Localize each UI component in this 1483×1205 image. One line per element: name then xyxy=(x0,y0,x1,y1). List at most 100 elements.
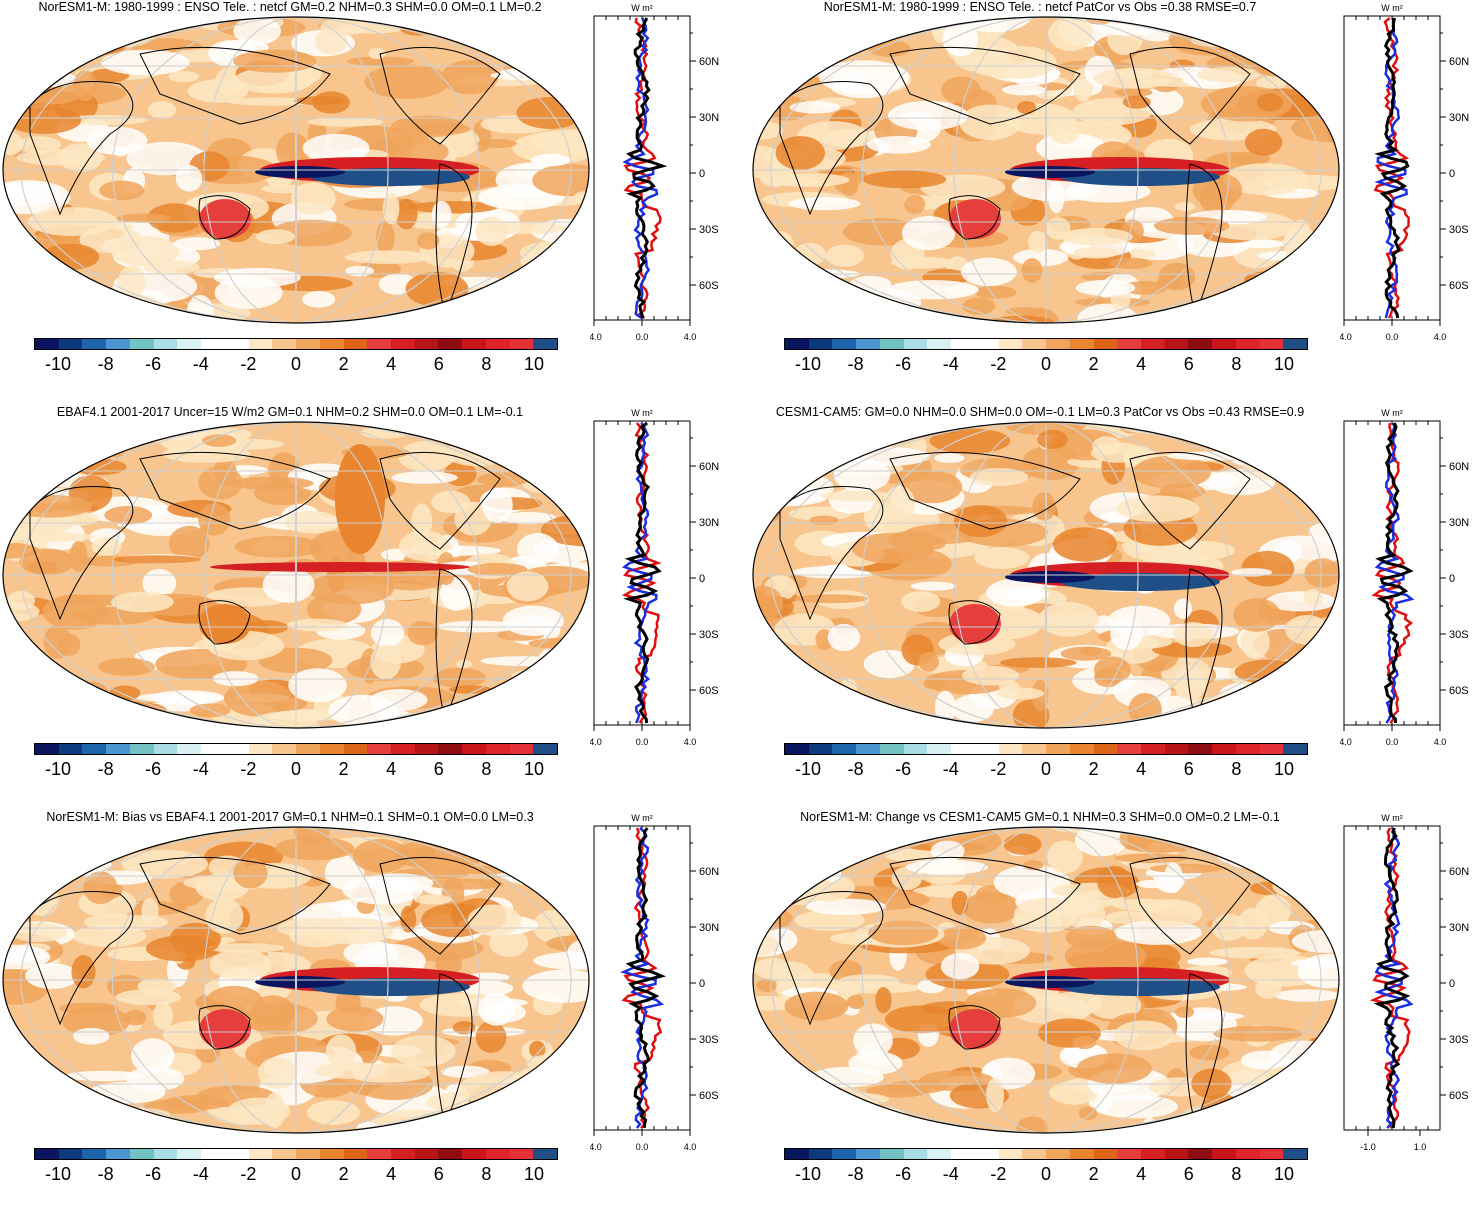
zonal-unit-label: W m² xyxy=(631,408,653,418)
zonal-lat-label: 60N xyxy=(1449,866,1469,878)
colorbar-tick-label: 2 xyxy=(338,759,349,779)
colorbar-tick-label: -8 xyxy=(847,1164,864,1184)
colorbar-tick-label: 0 xyxy=(290,759,302,779)
panel-title: NorESM1-M: Bias vs EBAF4.1 2001-2017 GM=… xyxy=(46,810,534,824)
colorbar-tick-label: 0 xyxy=(1040,354,1052,374)
colorbar-tick-label: -10 xyxy=(44,759,72,779)
zonal-lat-label: 30S xyxy=(699,224,719,236)
zonal-lat-label: 0 xyxy=(1449,978,1455,990)
zonal-lat-label: 30S xyxy=(1449,629,1469,641)
zonal-lat-label: 30S xyxy=(699,629,719,641)
zonal-x-tick-label: -1.0 xyxy=(1360,1142,1376,1152)
zonal-x-tick-label: 0.0 xyxy=(636,737,649,747)
colorbar-tick-label: -10 xyxy=(44,354,72,374)
zonal-x-tick-label: -4.0 xyxy=(1340,332,1352,342)
zonal-mean-line xyxy=(1374,17,1410,319)
zonal-unit-label: W m² xyxy=(1381,813,1403,823)
colorbar-tick-label: -2 xyxy=(990,1164,1007,1184)
zonal-x-tick-label: -4.0 xyxy=(1340,737,1352,747)
zonal-mean-line xyxy=(625,17,668,319)
colorbar-tick-label: 10 xyxy=(523,354,545,374)
world-map xyxy=(752,826,1340,1134)
colorbar-tick-label: 10 xyxy=(1273,759,1295,779)
colorbar-tick-label: -4 xyxy=(192,1164,209,1184)
colorbar-tick-label: 6 xyxy=(433,354,444,374)
colorbar-tick-label: 4 xyxy=(1136,354,1147,374)
zonal-x-tick-label: -4.0 xyxy=(590,1142,602,1152)
zonal-lat-label: 30N xyxy=(699,112,719,124)
world-map xyxy=(2,421,590,729)
colorbar-tick-label: -2 xyxy=(240,1164,257,1184)
colorbar-tick-label: 8 xyxy=(481,759,492,779)
zonal-mean-line xyxy=(625,827,667,1129)
colorbar-tick-label: -6 xyxy=(895,354,912,374)
colorbar xyxy=(784,338,1308,350)
colorbar-tick-label: 0 xyxy=(1040,1164,1052,1184)
world-map xyxy=(2,16,590,324)
colorbar-labels: -10 -8 -6 -4 -2 0 2 4 6 8 10 xyxy=(784,354,1308,376)
zonal-x-tick-label: 0.0 xyxy=(636,1142,649,1152)
zonal-lat-label: 60N xyxy=(699,461,719,473)
colorbar-tick-label: -2 xyxy=(240,759,257,779)
zonal-lat-label: 60N xyxy=(699,866,719,878)
colorbar-tick-label: -4 xyxy=(192,354,209,374)
zonal-lat-label: 60S xyxy=(1449,1090,1469,1102)
zonal-mean-line xyxy=(1374,17,1408,319)
zonal-mean-line xyxy=(621,422,662,724)
zonal-unit-label: W m² xyxy=(631,3,653,13)
colorbar-tick-label: 6 xyxy=(1183,1164,1194,1184)
colorbar-tick-label: -6 xyxy=(145,1164,162,1184)
colorbar-tick-label: 2 xyxy=(1088,759,1099,779)
zonal-x-tick-label: 0.0 xyxy=(1386,332,1399,342)
zonal-mean-plot: W m² 60N 30N 0 30S 60S -4.0 0.0 4.0 xyxy=(590,408,719,747)
panel-title: EBAF4.1 2001-2017 Uncer=15 W/m2 GM=0.1 N… xyxy=(56,405,524,419)
zonal-lat-label: 30S xyxy=(1449,1034,1469,1046)
panel-title: NorESM1-M: 1980-1999 : ENSO Tele. : netc… xyxy=(38,0,542,14)
colorbar-tick-label: 10 xyxy=(1273,354,1295,374)
colorbar-tick-label: -4 xyxy=(192,759,209,779)
panel-6: NorESM1-M: Change vs CESM1-CAM5 GM=0.1 N… xyxy=(750,810,1483,1205)
colorbar-tick-label: -10 xyxy=(794,354,822,374)
zonal-unit-label: W m² xyxy=(631,813,653,823)
colorbar-labels: -10 -8 -6 -4 -2 0 2 4 6 8 10 xyxy=(784,1164,1308,1186)
zonal-x-tick-label: 4.0 xyxy=(684,737,697,747)
colorbar-tick-label: 0 xyxy=(290,1164,302,1184)
zonal-lat-label: 0 xyxy=(1449,168,1455,180)
panel-1: NorESM1-M: 1980-1999 : ENSO Tele. : netc… xyxy=(0,0,740,395)
colorbar-tick-label: 2 xyxy=(1088,1164,1099,1184)
colorbar-tick-label: 8 xyxy=(1231,354,1242,374)
zonal-mean-line xyxy=(1373,827,1411,1129)
zonal-mean-line xyxy=(620,827,665,1129)
colorbar-tick-label: 0 xyxy=(290,354,302,374)
panel-title: CESM1-CAM5: GM=0.0 NHM=0.0 SHM=0.0 OM=-0… xyxy=(775,405,1305,419)
zonal-lat-label: 0 xyxy=(699,978,705,990)
world-map xyxy=(2,826,590,1134)
colorbar-tick-label: 6 xyxy=(1183,354,1194,374)
colorbar-tick-label: -8 xyxy=(847,354,864,374)
colorbar-tick-label: 2 xyxy=(1088,354,1099,374)
zonal-x-tick-label: 1.0 xyxy=(1414,1142,1427,1152)
colorbar xyxy=(34,338,558,350)
colorbar-labels: -10 -8 -6 -4 -2 0 2 4 6 8 10 xyxy=(34,1164,558,1186)
colorbar-tick-label: 4 xyxy=(1136,759,1147,779)
zonal-x-tick-label: 4.0 xyxy=(684,1142,697,1152)
colorbar-tick-label: 4 xyxy=(386,354,397,374)
colorbar-tick-label: -4 xyxy=(942,354,959,374)
zonal-x-tick-label: -4.0 xyxy=(590,737,602,747)
colorbar-tick-label: -4 xyxy=(942,759,959,779)
colorbar-tick-label: -6 xyxy=(145,759,162,779)
zonal-mean-plot: W m² 60N 30N 0 30S 60S -4.0 0.0 4.0 xyxy=(590,813,719,1152)
panel-5: NorESM1-M: Bias vs EBAF4.1 2001-2017 GM=… xyxy=(0,810,740,1205)
colorbar-tick-label: 4 xyxy=(1136,1164,1147,1184)
colorbar-tick-label: -8 xyxy=(847,759,864,779)
colorbar-tick-label: 10 xyxy=(523,1164,545,1184)
world-map xyxy=(752,16,1340,324)
colorbar-tick-label: -10 xyxy=(44,1164,72,1184)
colorbar-tick-label: -10 xyxy=(794,1164,822,1184)
zonal-unit-label: W m² xyxy=(1381,408,1403,418)
colorbar xyxy=(784,1148,1308,1160)
zonal-lat-label: 60N xyxy=(1449,461,1469,473)
colorbar-tick-label: 2 xyxy=(338,1164,349,1184)
zonal-lat-label: 30N xyxy=(1449,517,1469,529)
colorbar-tick-label: -6 xyxy=(895,759,912,779)
